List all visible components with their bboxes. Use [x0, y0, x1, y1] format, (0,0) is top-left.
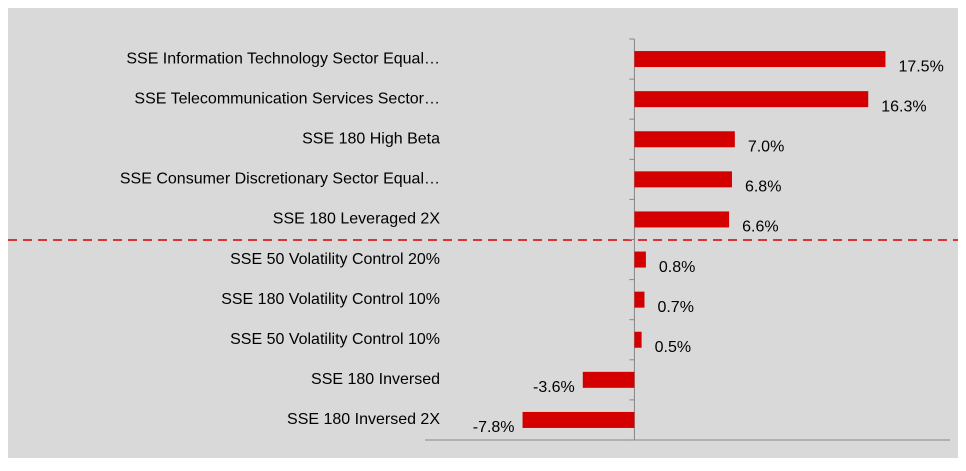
value-label: 6.8% — [745, 179, 781, 196]
value-label: 16.3% — [881, 98, 926, 115]
category-label: SSE 50 Volatility Control 20% — [230, 251, 440, 268]
value-label: 0.5% — [655, 339, 691, 356]
bar — [634, 331, 642, 348]
bar — [634, 291, 645, 308]
bar — [582, 371, 635, 388]
category-label: SSE 180 Inversed — [311, 371, 440, 388]
bar — [634, 91, 869, 108]
value-label: 0.8% — [659, 259, 695, 276]
value-label: 7.0% — [748, 138, 784, 155]
bar — [634, 211, 730, 228]
plot-background — [8, 8, 958, 458]
category-label: SSE 180 High Beta — [302, 130, 440, 147]
category-label: SSE Information Technology Sector Equal… — [126, 50, 440, 67]
category-label: SSE Consumer Discretionary Sector Equal… — [120, 171, 440, 188]
value-label: 6.6% — [742, 219, 778, 236]
bar — [522, 411, 635, 428]
bar — [634, 251, 646, 268]
category-label: SSE 180 Volatility Control 10% — [221, 291, 440, 308]
bar — [634, 51, 886, 68]
category-label: SSE Telecommunication Services Sector… — [134, 90, 440, 107]
value-label: -7.8% — [473, 419, 515, 436]
category-label: SSE 50 Volatility Control 10% — [230, 331, 440, 348]
bar — [634, 171, 732, 188]
category-label: SSE 180 Inversed 2X — [287, 411, 440, 428]
bar — [634, 131, 735, 148]
value-label: 0.7% — [657, 299, 693, 316]
category-label: SSE 180 Leveraged 2X — [273, 211, 441, 228]
value-label: -3.6% — [533, 379, 575, 396]
value-label: 17.5% — [898, 58, 943, 75]
